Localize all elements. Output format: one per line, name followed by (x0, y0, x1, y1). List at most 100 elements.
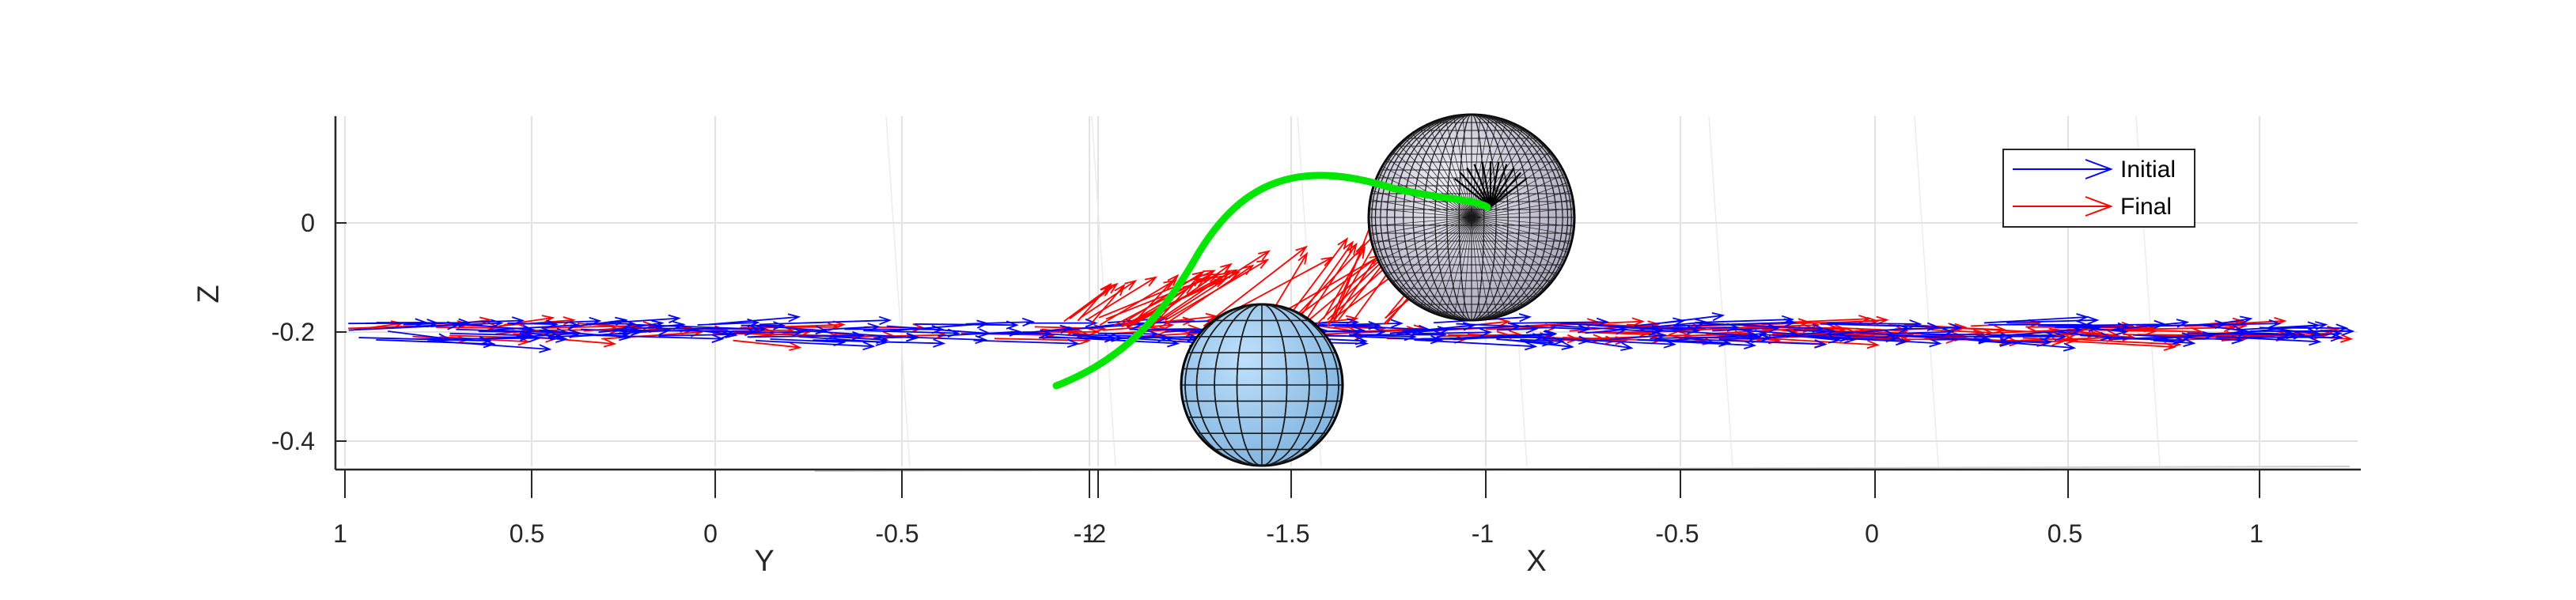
arrow-initial (914, 320, 1019, 330)
fan-arrow (1490, 172, 1522, 208)
arrow-initial (1695, 322, 1825, 333)
arrow-initial (627, 323, 761, 334)
arrow-initial (2215, 333, 2343, 342)
arrow-initial (608, 314, 681, 324)
arrow-final (733, 339, 802, 351)
arrow-initial (1693, 338, 1828, 349)
arrow-initial (1820, 322, 1940, 331)
z-axis-label: Z (192, 285, 225, 303)
arrow-initial (1894, 327, 1955, 337)
arrow-initial (612, 319, 665, 331)
arrow-final (1287, 237, 1349, 318)
arrow-final (1163, 250, 1271, 320)
arrow-initial (1721, 334, 1772, 343)
arrow-initial (697, 318, 760, 328)
axes (334, 116, 2361, 498)
arrow-initial (1695, 315, 1795, 325)
arrow-initial (1637, 338, 1757, 350)
arrow-initial (1449, 330, 1558, 339)
arrow-initial (1313, 334, 1444, 345)
arrow-initial (1507, 317, 1610, 327)
arrow-initial (1896, 332, 2013, 342)
arrow-initial (2058, 330, 2113, 342)
z-tick-label: -0.2 (271, 318, 315, 346)
arrow-initial (755, 339, 876, 351)
legend-label-initial: Initial (2120, 157, 2176, 183)
arrow-final (1086, 276, 1157, 320)
arrow-final (2059, 339, 2177, 351)
arrow-initial (507, 319, 559, 329)
arrow-final (1297, 240, 1354, 322)
arrow-initial (1983, 313, 2089, 324)
y-tick-label: 0 (703, 519, 718, 548)
arrow-initial (1585, 326, 1628, 335)
x-tick-label: 0 (1865, 519, 1879, 548)
arrow-final (1077, 282, 1112, 322)
arrow-final (1079, 279, 1138, 319)
arrow-initial (798, 335, 888, 346)
arrow-initial (1730, 328, 1799, 338)
grid-line-depth (1914, 115, 1939, 467)
arrow-initial (759, 315, 892, 326)
axis-labels: Y X Z (192, 285, 1547, 578)
arrow-initial (720, 327, 805, 337)
arrow-initial (1412, 327, 1493, 338)
arrow-initial (405, 319, 504, 328)
arrow-initial (1657, 338, 1732, 347)
arrow-initial (547, 329, 631, 339)
x-tick-label: -0.5 (1655, 519, 1699, 548)
arrow-initial (677, 326, 738, 338)
fan-arrow (1459, 172, 1491, 208)
y-tick-label: -0.5 (875, 519, 919, 548)
trajectory-line (1052, 172, 1491, 390)
y-tick-label: -1 (1074, 519, 1096, 548)
arrow-initial (358, 336, 493, 345)
arrow-initial (2153, 328, 2251, 341)
obstacle-sphere (1180, 303, 1344, 467)
arrow-initial (1504, 338, 1574, 351)
y-tick-label: 1 (333, 519, 347, 548)
arrow-initial (1894, 323, 1963, 333)
arrow-initial (2260, 326, 2321, 338)
arrow-initial (1598, 331, 1668, 342)
arrow-initial (1312, 318, 1360, 327)
arrow-final (1099, 279, 1176, 326)
arrow-initial (2148, 319, 2228, 329)
y-axis-label: Y (754, 545, 774, 578)
legend-item-initial: Initial (2013, 157, 2176, 183)
arrow-initial (1580, 323, 1700, 335)
fan-arrow (1490, 178, 1528, 208)
arrow-initial (1319, 326, 1366, 335)
arrow-initial (1389, 322, 1476, 334)
arrow-initial (747, 331, 866, 341)
arrow-final (1162, 264, 1255, 326)
arrow-initial (2074, 326, 2129, 336)
arrow-initial (1794, 329, 1896, 338)
arrow-initial (2038, 322, 2131, 332)
x-tick-label: 1 (2249, 519, 2263, 548)
target-sphere (1367, 113, 1576, 322)
grid-line-depth (1708, 115, 1733, 467)
legend-label-final: Final (2120, 194, 2172, 220)
tick-labels: 1 0.5 0 -0.5 -1-2 -1.5 -1 -0.5 0 0.5 10-0.2-0.4 (271, 209, 2263, 548)
arrow-initial (1789, 334, 1909, 346)
y-tick-label: 0.5 (510, 519, 544, 548)
arrow-initial (973, 338, 1081, 349)
arrow-initial (1546, 338, 1677, 349)
arrow-final (1203, 245, 1309, 327)
legend-item-final: Final (2013, 194, 2172, 220)
x-axis-label: X (1526, 545, 1546, 578)
arrow-initial (1920, 330, 2057, 340)
arrow-final (1151, 262, 1233, 320)
arrow-final (547, 337, 617, 348)
arrow-initial (1983, 339, 2077, 352)
arrow-initial (1010, 330, 1124, 342)
arrow-initial (2153, 338, 2196, 348)
arrow-initial (388, 330, 451, 342)
arrow-initial (1026, 319, 1098, 328)
fan-arrow (1466, 167, 1491, 208)
arrow-initial (2006, 315, 2100, 325)
arrow-initial (873, 332, 919, 342)
arrow-initial (1332, 319, 1404, 328)
